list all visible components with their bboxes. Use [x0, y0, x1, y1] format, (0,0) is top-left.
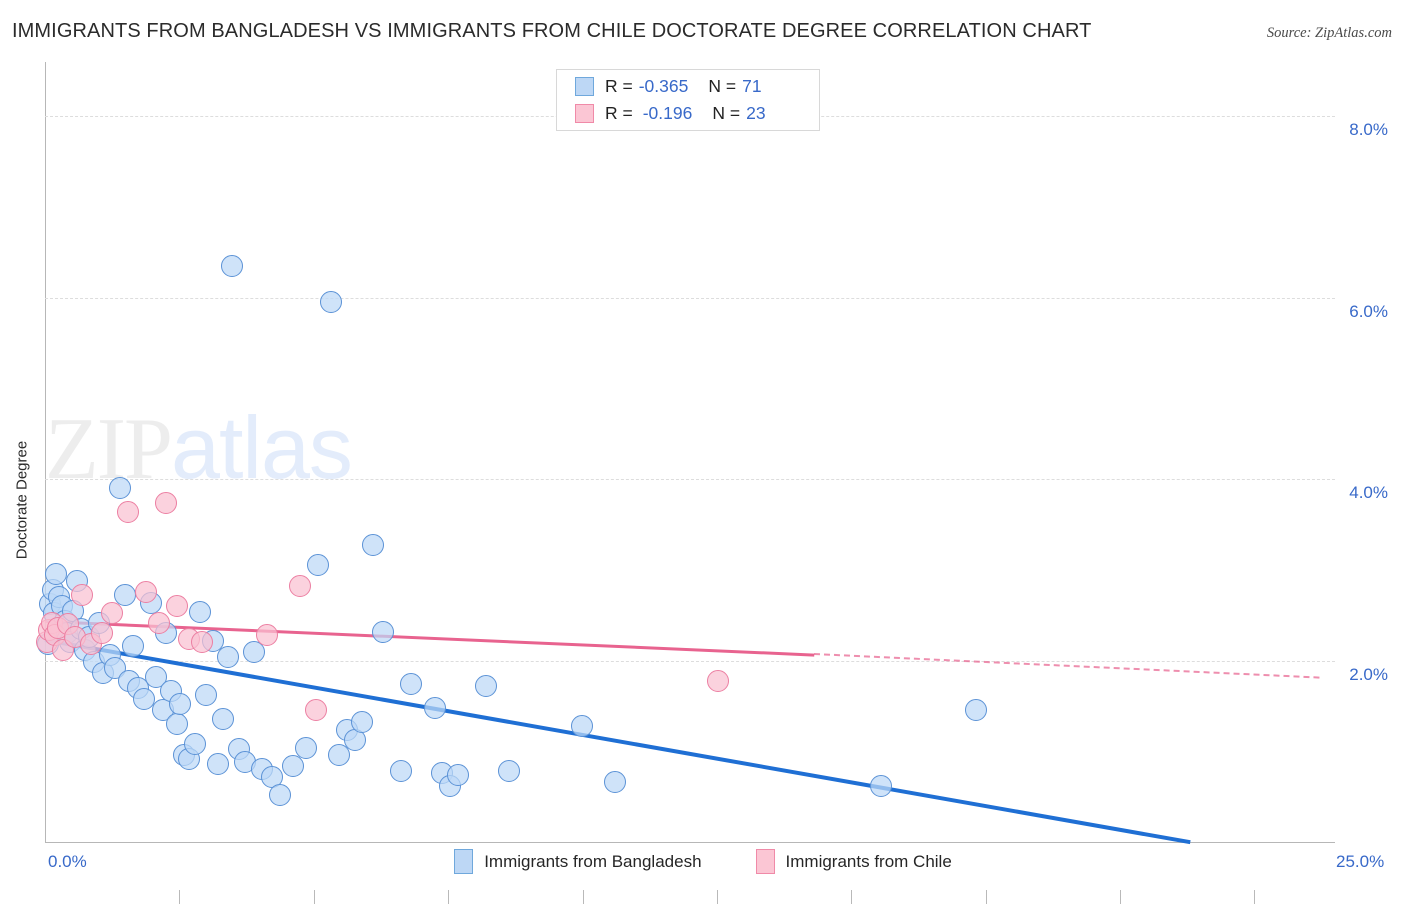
data-point — [165, 713, 188, 736]
trend-line-chile-extrapolated — [813, 653, 1320, 679]
source-label: Source: ZipAtlas.com — [1266, 25, 1392, 41]
data-point — [116, 500, 139, 523]
x-axis-max-label: 25.0% — [1336, 852, 1385, 871]
data-point — [475, 675, 498, 697]
x-tick — [448, 890, 450, 904]
data-point — [144, 665, 167, 688]
legend-swatch-bangladesh — [454, 849, 474, 874]
data-point — [147, 611, 170, 634]
data-point — [206, 753, 229, 775]
x-tick — [1120, 890, 1121, 904]
stats-n-value-bangladesh: 71 — [742, 76, 762, 96]
x-tick — [179, 890, 181, 904]
data-point — [423, 696, 446, 719]
y-axis-title: Doctorate Degree — [13, 440, 31, 560]
data-point — [191, 631, 214, 654]
stats-r-value-chile: -0.196 — [642, 103, 693, 123]
data-point — [289, 575, 312, 598]
data-point — [71, 584, 94, 607]
stats-n-label-bangladesh: N = — [708, 76, 737, 96]
data-point — [281, 754, 304, 777]
x-tick — [582, 890, 584, 904]
data-point — [371, 620, 394, 643]
legend-label-chile: Immigrants from Chile — [785, 851, 952, 871]
watermark-zip: ZIP — [45, 401, 173, 498]
data-point — [498, 760, 521, 783]
gridline-40 — [45, 479, 1335, 481]
y-axis-label-20: 2.0% — [1349, 664, 1388, 684]
gridline-20 — [45, 660, 1335, 662]
data-point — [101, 602, 124, 625]
x-tick — [1254, 890, 1256, 904]
stats-swatch-chile — [575, 104, 594, 123]
legend-item-chile[interactable]: Immigrants from Chile — [755, 849, 952, 874]
y-axis-label-80: 8.0% — [1349, 120, 1388, 140]
data-point — [304, 699, 327, 722]
data-point — [268, 783, 291, 806]
legend-item-bangladesh[interactable]: Immigrants from Bangladesh — [454, 849, 702, 874]
data-point — [217, 645, 240, 668]
x-tick — [313, 890, 315, 904]
data-point — [570, 714, 593, 737]
correlation-stats-box: R = -0.365 N = 71 R = -0.196 N = 23 — [556, 69, 820, 131]
data-point — [134, 580, 157, 603]
legend-label-bangladesh: Immigrants from Bangladesh — [484, 851, 702, 871]
data-point — [121, 635, 144, 658]
x-tick — [716, 890, 718, 904]
y-axis-label-60: 6.0% — [1349, 301, 1388, 321]
data-point — [351, 711, 374, 734]
data-point — [400, 673, 423, 696]
data-point — [361, 533, 384, 556]
page-title: IMMIGRANTS FROM BANGLADESH VS IMMIGRANTS… — [12, 20, 1092, 42]
series-legend: Immigrants from Bangladesh Immigrants fr… — [0, 849, 1406, 874]
x-tick — [851, 890, 853, 904]
data-point — [45, 563, 68, 586]
data-point — [155, 491, 178, 514]
data-point — [307, 554, 330, 577]
x-axis-min-label: 0.0% — [48, 852, 87, 871]
stats-swatch-bangladesh — [575, 77, 594, 96]
stats-row-bangladesh: R = -0.365 N = 71 — [575, 73, 819, 100]
data-point — [188, 600, 211, 623]
stats-r-value-bangladesh: -0.365 — [638, 76, 689, 96]
stats-r-label-chile: R = — [605, 103, 633, 123]
data-point — [320, 291, 343, 314]
stats-r-label-bangladesh: R = — [605, 76, 633, 96]
data-point — [707, 669, 730, 692]
data-point — [869, 774, 892, 797]
trend-line-bangladesh — [44, 637, 1191, 845]
data-point — [194, 684, 217, 707]
data-point — [255, 624, 278, 647]
stats-row-chile: R = -0.196 N = 23 — [575, 100, 819, 127]
watermark-atlas: atlas — [171, 398, 353, 497]
y-axis-line — [45, 62, 46, 843]
data-point — [165, 595, 188, 618]
data-point — [90, 622, 113, 645]
data-point — [183, 733, 206, 756]
zipatlas-watermark: ZIPatlas — [45, 404, 353, 494]
data-point — [965, 699, 988, 722]
stats-n-value-chile: 23 — [746, 103, 766, 123]
x-axis-line — [45, 842, 1335, 843]
data-point — [446, 763, 469, 786]
gridline-60 — [45, 297, 1335, 299]
stats-n-label-chile: N = — [712, 103, 741, 123]
legend-swatch-chile — [755, 849, 775, 874]
data-point — [328, 743, 351, 766]
data-point — [133, 687, 156, 710]
data-point — [294, 736, 317, 759]
data-point — [242, 640, 265, 663]
x-tick — [985, 890, 987, 904]
data-point — [390, 760, 413, 783]
data-point — [212, 707, 235, 730]
data-point — [604, 771, 627, 794]
data-point — [169, 693, 192, 716]
y-axis-label-40: 4.0% — [1349, 483, 1388, 503]
data-point — [108, 477, 131, 500]
scatter-plot-area: ZIPatlas — [36, 62, 1335, 904]
data-point — [220, 255, 243, 278]
